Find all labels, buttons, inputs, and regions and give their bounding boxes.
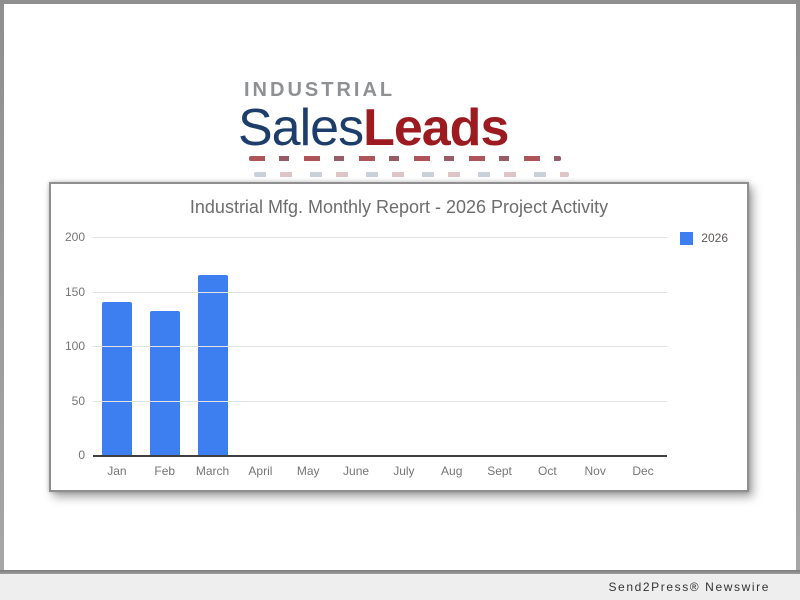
logo-salesleads: SalesLeads [238, 99, 509, 157]
gridline-200 [93, 237, 667, 238]
bars-row [93, 237, 667, 455]
chart-panel: Industrial Mfg. Monthly Report - 2026 Pr… [49, 182, 749, 492]
y-tick-0: 0 [78, 448, 85, 462]
bar-slot-feb [141, 237, 189, 455]
bar-slot-march [189, 237, 237, 455]
x-tick-april: April [248, 464, 273, 478]
x-tick-jan: Jan [107, 464, 127, 478]
newswire-credit: Send2Press® Newswire [608, 580, 770, 594]
x-tick-sept: Sept [487, 464, 512, 478]
bar-march [197, 275, 228, 455]
bar-feb [149, 311, 180, 455]
y-tick-200: 200 [64, 230, 85, 244]
gridline-150 [93, 291, 667, 293]
x-tick-oct: Oct [538, 464, 557, 478]
y-tick-50: 50 [71, 393, 85, 408]
chart-legend: 2026 [680, 231, 728, 245]
x-tick-june: June [343, 464, 370, 478]
obscured-text-fragments-bottom [254, 172, 569, 177]
obscured-text-fragments-top [249, 156, 561, 161]
bar-jan [101, 302, 132, 455]
y-axis-labels: 0 50 100 150 200 [51, 230, 85, 462]
industrial-salesleads-logo: INDUSTRIAL SalesLeads [238, 79, 509, 157]
y-tick-150: 150 [64, 284, 85, 299]
x-tick-july: July [393, 464, 415, 478]
logo-sales-word: Sales [238, 99, 364, 157]
footer-divider [0, 570, 800, 574]
legend-swatch-2026 [680, 231, 694, 245]
logo-leads-word: Leads [363, 99, 509, 157]
gridline-50 [93, 400, 667, 402]
x-tick-nov: Nov [584, 464, 606, 478]
y-tick-100: 100 [64, 339, 85, 353]
x-tick-dec: Dec [632, 464, 654, 478]
gridline-100 [93, 346, 667, 347]
chart-title: Industrial Mfg. Monthly Report - 2026 Pr… [189, 197, 609, 217]
bar-slot-jan [93, 237, 141, 455]
x-axis-labels: Jan Feb March April May June July Aug Sept Oct Nov… [93, 464, 667, 478]
x-tick-feb: Feb [154, 464, 176, 478]
x-tick-march: March [195, 464, 230, 478]
footer-band: Send2Press® Newswire [0, 574, 800, 600]
legend-label-2026: 2026 [701, 231, 728, 245]
logo-industrial: INDUSTRIAL [244, 79, 396, 101]
x-tick-may: May [296, 464, 320, 478]
x-tick-aug: Aug [441, 464, 463, 478]
page-background: INDUSTRIAL SalesLeads Industrial Mfg. Mo… [4, 4, 796, 570]
plot-area [93, 237, 667, 457]
